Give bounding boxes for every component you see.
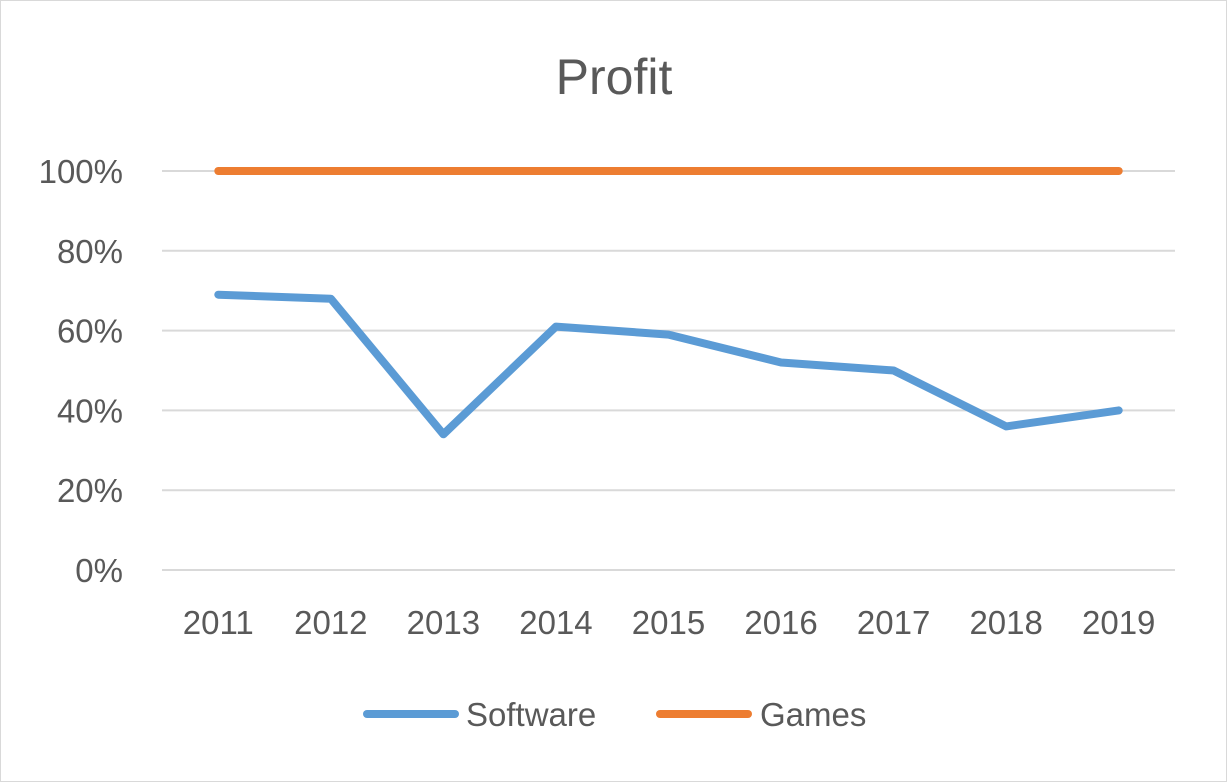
legend-label: Games (760, 696, 866, 733)
y-tick-label: 20% (57, 472, 123, 509)
legend-label: Software (466, 696, 596, 733)
legend-item-software: Software (363, 696, 596, 733)
y-tick-label: 40% (57, 392, 123, 429)
x-tick-label: 2012 (294, 604, 367, 641)
y-tick-label: 0% (75, 552, 123, 589)
x-axis-tick-labels: 2011 2012 2013 2014 2015 2016 2017 2018 2019 (183, 604, 1156, 641)
x-tick-label: 2019 (1082, 604, 1155, 641)
x-tick-label: 2015 (632, 604, 705, 641)
x-tick-label: 2011 (183, 604, 254, 641)
legend: Software Games (363, 696, 866, 733)
y-axis-tick-labels: 0% 20% 40% 60% 80% 100% (39, 153, 123, 589)
series-lines (214, 167, 1123, 439)
x-tick-label: 2016 (744, 604, 817, 641)
series-line-software (214, 290, 1123, 439)
x-tick-label: 2018 (969, 604, 1042, 641)
x-tick-label: 2014 (519, 604, 592, 641)
y-tick-label: 100% (39, 153, 123, 190)
legend-item-games: Games (656, 696, 866, 733)
y-tick-label: 80% (57, 233, 123, 270)
gridlines (162, 170, 1175, 571)
chart-title: Profit (556, 49, 673, 105)
y-tick-label: 60% (57, 313, 123, 350)
x-tick-label: 2017 (857, 604, 930, 641)
x-tick-label: 2013 (407, 604, 480, 641)
